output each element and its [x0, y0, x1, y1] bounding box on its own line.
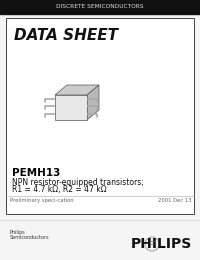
- Text: R1 = 4.7 kΩ, R2 = 47 kΩ: R1 = 4.7 kΩ, R2 = 47 kΩ: [12, 185, 107, 194]
- Bar: [55, 95, 87, 120]
- Text: NPN resistor-equipped transistors;: NPN resistor-equipped transistors;: [12, 178, 144, 187]
- Text: PEMH13: PEMH13: [12, 168, 60, 178]
- Text: DISCRETE SEMICONDUCTORS: DISCRETE SEMICONDUCTORS: [56, 4, 144, 10]
- Text: PHILIPS: PHILIPS: [131, 237, 192, 251]
- Text: DATA SHEET: DATA SHEET: [14, 28, 118, 43]
- Polygon shape: [55, 85, 99, 95]
- Bar: [0, 0, 200, 14]
- Text: Preliminary speci­cation: Preliminary speci­cation: [10, 198, 74, 203]
- Text: Semiconductors: Semiconductors: [10, 235, 50, 240]
- FancyBboxPatch shape: [6, 18, 194, 214]
- Polygon shape: [87, 85, 99, 120]
- Text: 2001 Dec 13: 2001 Dec 13: [158, 198, 192, 203]
- Text: Philips: Philips: [10, 230, 26, 235]
